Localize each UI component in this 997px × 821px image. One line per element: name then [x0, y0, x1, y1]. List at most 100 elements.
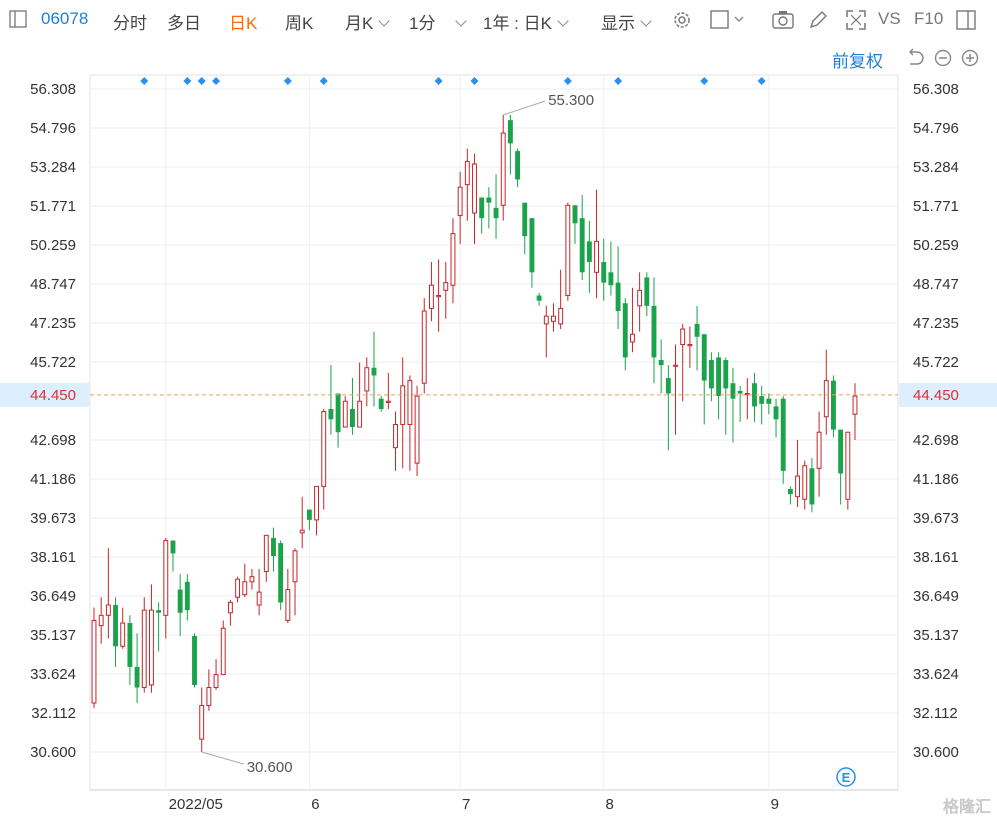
camera-icon[interactable] — [771, 9, 795, 29]
display-dropdown[interactable]: 显示 — [601, 9, 652, 34]
candle[interactable] — [716, 352, 722, 420]
zoom-in-icon[interactable] — [960, 48, 980, 68]
candle[interactable] — [701, 334, 707, 425]
zoom-out-icon[interactable] — [933, 48, 953, 68]
candle[interactable] — [665, 365, 671, 451]
candle[interactable] — [773, 398, 779, 438]
candle[interactable] — [472, 153, 477, 244]
candle[interactable] — [816, 411, 822, 497]
candle[interactable] — [184, 574, 190, 621]
candle[interactable] — [242, 563, 248, 598]
candle[interactable] — [673, 344, 678, 435]
candle[interactable] — [752, 372, 757, 422]
candle[interactable] — [328, 365, 334, 435]
candle[interactable] — [507, 114, 513, 175]
tab-intraday[interactable]: 分时 — [113, 14, 147, 33]
candle[interactable] — [500, 114, 506, 221]
candle[interactable] — [385, 372, 391, 409]
settings-gear-icon[interactable] — [671, 9, 691, 29]
candle[interactable] — [127, 615, 133, 685]
candle[interactable] — [744, 378, 750, 420]
candle[interactable] — [220, 620, 226, 676]
candle[interactable] — [314, 485, 319, 536]
candle[interactable] — [708, 352, 714, 402]
candle[interactable] — [457, 171, 463, 244]
candle[interactable] — [658, 339, 664, 394]
candle[interactable] — [342, 396, 348, 428]
candle[interactable] — [464, 148, 470, 221]
candle[interactable] — [622, 298, 628, 371]
candle[interactable] — [766, 393, 772, 415]
candle[interactable] — [608, 241, 614, 296]
candle[interactable] — [723, 357, 729, 435]
candle[interactable] — [256, 568, 262, 616]
candle[interactable] — [421, 298, 427, 394]
candle[interactable] — [235, 576, 241, 603]
stock-code[interactable]: 06078 — [41, 9, 89, 28]
candle[interactable] — [838, 429, 844, 505]
candle[interactable] — [271, 527, 276, 572]
candle[interactable] — [120, 607, 126, 649]
candle[interactable] — [163, 537, 169, 639]
candle[interactable] — [105, 548, 111, 639]
candle[interactable] — [845, 431, 851, 510]
candle[interactable] — [263, 534, 269, 582]
candle[interactable] — [292, 548, 298, 616]
panel-toggle-icon[interactable] — [8, 9, 28, 29]
candle[interactable] — [134, 633, 140, 703]
candle[interactable] — [91, 607, 97, 709]
candle[interactable] — [586, 220, 592, 293]
candle[interactable] — [299, 496, 305, 549]
candle[interactable] — [400, 357, 406, 469]
candle[interactable] — [407, 375, 413, 471]
candle[interactable] — [831, 375, 836, 438]
candle[interactable] — [615, 246, 621, 330]
candle[interactable] — [443, 261, 449, 319]
candle[interactable] — [644, 272, 650, 317]
candle[interactable] — [687, 326, 693, 368]
candle[interactable] — [630, 287, 635, 353]
range-dropdown[interactable]: 1年 : 日K — [483, 9, 569, 34]
draw-pen-icon[interactable] — [807, 9, 827, 29]
reset-icon[interactable] — [905, 48, 925, 68]
candle[interactable] — [529, 218, 535, 288]
candle[interactable] — [199, 687, 205, 752]
candle[interactable] — [558, 269, 564, 330]
candle[interactable] — [522, 202, 528, 255]
candle[interactable] — [852, 383, 858, 440]
candle[interactable] — [321, 408, 327, 510]
candle[interactable] — [428, 261, 434, 322]
candle[interactable] — [730, 367, 736, 443]
candle[interactable] — [306, 509, 312, 531]
candle[interactable] — [206, 669, 212, 711]
candle[interactable] — [802, 460, 808, 510]
candle[interactable] — [536, 292, 542, 306]
candle[interactable] — [759, 385, 765, 425]
candle[interactable] — [98, 597, 104, 644]
candle[interactable] — [479, 197, 485, 234]
candle[interactable] — [335, 393, 341, 448]
candle[interactable] — [780, 396, 786, 484]
candle[interactable] — [378, 396, 384, 412]
candle[interactable] — [192, 633, 197, 688]
candle[interactable] — [141, 597, 147, 693]
candle[interactable] — [823, 349, 829, 435]
layout-dropdown-icon[interactable] — [709, 9, 749, 29]
candle[interactable] — [787, 486, 793, 505]
candle[interactable] — [249, 568, 255, 590]
candle[interactable] — [572, 205, 578, 244]
candle[interactable] — [809, 457, 815, 513]
side-panel-icon[interactable] — [955, 9, 976, 30]
candle[interactable] — [543, 305, 549, 358]
candle[interactable] — [515, 148, 521, 188]
candle[interactable] — [565, 202, 571, 301]
candle[interactable] — [594, 189, 599, 299]
candle[interactable] — [450, 218, 456, 304]
minute-dropdown[interactable]: 1分 — [409, 9, 468, 34]
candle[interactable] — [371, 331, 377, 407]
candle[interactable] — [737, 385, 743, 422]
f10-button[interactable]: F10 — [914, 9, 944, 28]
tab-weekly-k[interactable]: 周K — [285, 14, 314, 33]
compare-vs-button[interactable]: VS — [878, 9, 901, 28]
candle[interactable] — [285, 568, 291, 624]
